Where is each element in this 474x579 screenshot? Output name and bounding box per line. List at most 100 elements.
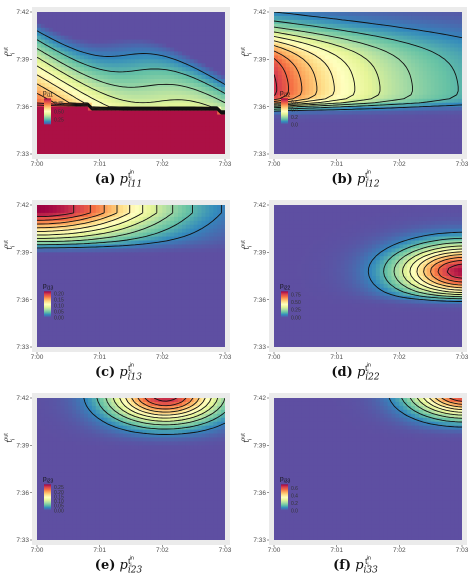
- heatmap-cell: [76, 244, 81, 249]
- heatmap-cell: [364, 142, 369, 147]
- heatmap-cell: [80, 19, 85, 25]
- heatmap-cell: [289, 102, 295, 108]
- heatmap-cell: [403, 130, 408, 135]
- heatmap-cell: [95, 15, 101, 21]
- heatmap-cell: [340, 110, 346, 116]
- heatmap-cell: [95, 83, 101, 88]
- heatmap-cell: [146, 307, 152, 313]
- heatmap-cell: [205, 240, 210, 246]
- heatmap-cell: [72, 110, 77, 116]
- heatmap-cell: [99, 102, 105, 108]
- heatmap-cell: [418, 142, 424, 147]
- heatmap-cell: [115, 79, 120, 84]
- heatmap-cell: [150, 122, 156, 127]
- heatmap-cell: [174, 79, 179, 84]
- heatmap-cell: [403, 39, 408, 45]
- heatmap-cell: [360, 142, 365, 147]
- heatmap-cell: [87, 31, 93, 37]
- heatmap-cell: [84, 90, 89, 96]
- heatmap-cell: [205, 236, 210, 242]
- heatmap-cell: [76, 291, 81, 297]
- heatmap-cell: [134, 98, 140, 104]
- heatmap-cell: [37, 295, 42, 301]
- heatmap-cell: [364, 94, 369, 100]
- heatmap-cell: [422, 86, 428, 92]
- heatmap-cell: [344, 35, 350, 41]
- heatmap-cell: [138, 232, 144, 238]
- heatmap-cell: [166, 224, 171, 230]
- heatmap-cell: [193, 307, 199, 313]
- heatmap-cell: [193, 83, 199, 88]
- heatmap-cell: [328, 35, 334, 41]
- heatmap-cell: [221, 240, 225, 246]
- heatmap-cell: [297, 110, 303, 116]
- heatmap-cell: [348, 90, 353, 96]
- heatmap-cell: [411, 39, 416, 45]
- heatmap-cell: [379, 35, 385, 41]
- heatmap-cell: [458, 15, 462, 21]
- heatmap-cell: [87, 86, 93, 92]
- heatmap-cell: [317, 63, 322, 68]
- heatmap-cell: [411, 12, 416, 17]
- heatmap-cell: [193, 240, 199, 246]
- heatmap-cell: [107, 240, 113, 246]
- heatmap-cell: [201, 279, 207, 285]
- heatmap-cell: [99, 224, 105, 230]
- heatmap-cell: [99, 59, 105, 64]
- heatmap-cell: [305, 130, 310, 135]
- heatmap-cell: [131, 19, 136, 25]
- heatmap-cell: [197, 12, 203, 17]
- heatmap-cell: [450, 130, 455, 135]
- heatmap-cell: [205, 248, 210, 253]
- heatmap-cell: [99, 150, 105, 154]
- heatmap-cell: [181, 59, 187, 64]
- heatmap-cell: [305, 134, 310, 139]
- heatmap-cell: [328, 12, 334, 17]
- heatmap-cell: [197, 55, 203, 60]
- heatmap-cell: [293, 63, 299, 68]
- heatmap-cell: [174, 35, 179, 41]
- heatmap-cell: [297, 122, 303, 127]
- heatmap-cell: [446, 39, 451, 45]
- heatmap-cell: [352, 130, 357, 135]
- heatmap-cell: [438, 23, 444, 29]
- heatmap-cell: [131, 228, 136, 234]
- heatmap-cell: [281, 71, 287, 76]
- heatmap-cell: [99, 315, 105, 320]
- heatmap-cell: [217, 224, 222, 230]
- heatmap-cell: [305, 142, 310, 147]
- heatmap-cell: [205, 122, 210, 127]
- heatmap-cell: [399, 19, 404, 25]
- heatmap-cell: [72, 39, 77, 45]
- heatmap-cell: [99, 75, 105, 80]
- heatmap-cell: [193, 55, 199, 60]
- heatmap-cell: [352, 118, 357, 124]
- heatmap-cell: [305, 86, 310, 92]
- heatmap-cell: [40, 110, 46, 116]
- heatmap-cell: [95, 43, 101, 49]
- heatmap-cell: [64, 283, 69, 289]
- heatmap-cell: [189, 130, 195, 135]
- heatmap-cell: [368, 71, 373, 76]
- heatmap-cell: [162, 63, 167, 68]
- heatmap-cell: [103, 122, 109, 127]
- heatmap-cell: [134, 134, 140, 139]
- heatmap-cell: [150, 224, 156, 230]
- heatmap-cell: [48, 67, 54, 72]
- heatmap-cell: [37, 276, 42, 281]
- heatmap-cell: [383, 138, 389, 143]
- heatmap-cell: [201, 126, 207, 131]
- heatmap-cell: [162, 303, 167, 309]
- heatmap-cell: [111, 279, 116, 285]
- heatmap-cell: [201, 295, 207, 301]
- heatmap-cell: [193, 248, 199, 253]
- heatmap-cell: [76, 216, 81, 222]
- heatmap-cell: [131, 51, 136, 56]
- heatmap-cell: [189, 110, 195, 116]
- heatmap-cell: [119, 27, 124, 33]
- heatmap-cell: [458, 59, 462, 64]
- heatmap-cell: [99, 47, 105, 53]
- heatmap-cell: [213, 205, 218, 210]
- heatmap-cell: [356, 67, 361, 72]
- heatmap-cell: [356, 94, 361, 100]
